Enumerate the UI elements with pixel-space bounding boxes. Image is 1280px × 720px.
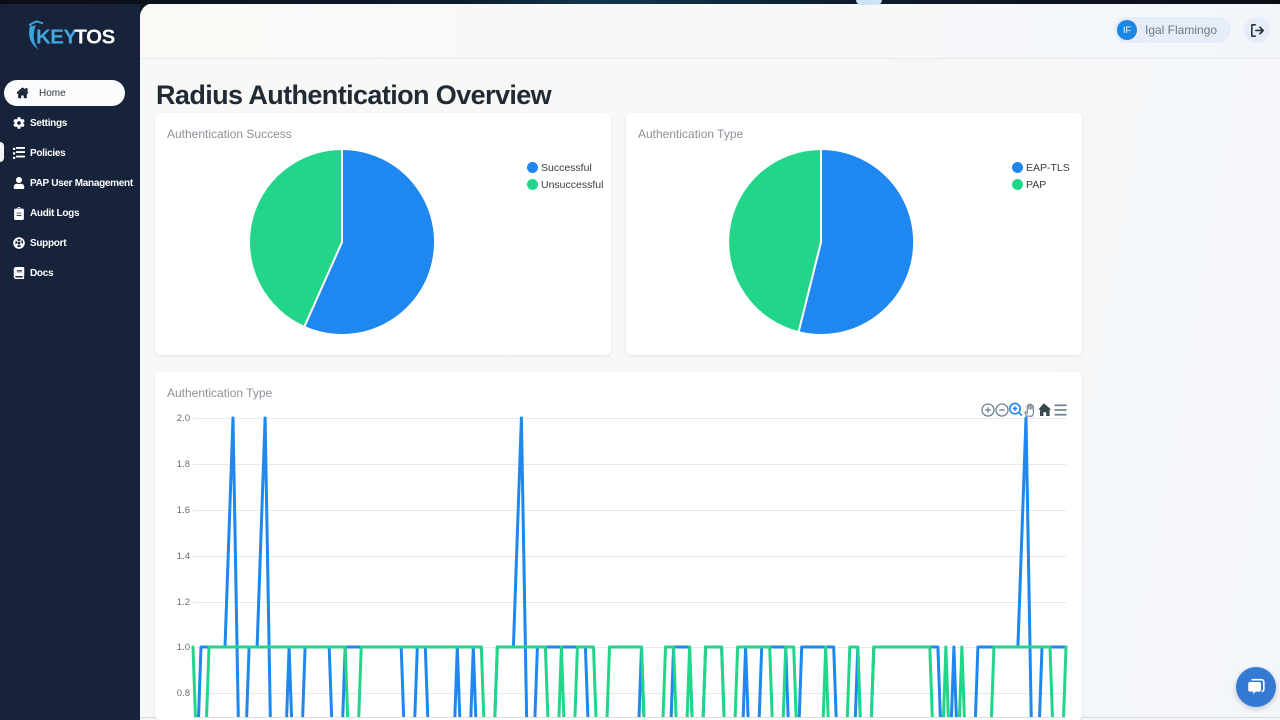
svg-text:TOS: TOS (75, 26, 115, 49)
svg-text:KEY: KEY (36, 26, 77, 49)
